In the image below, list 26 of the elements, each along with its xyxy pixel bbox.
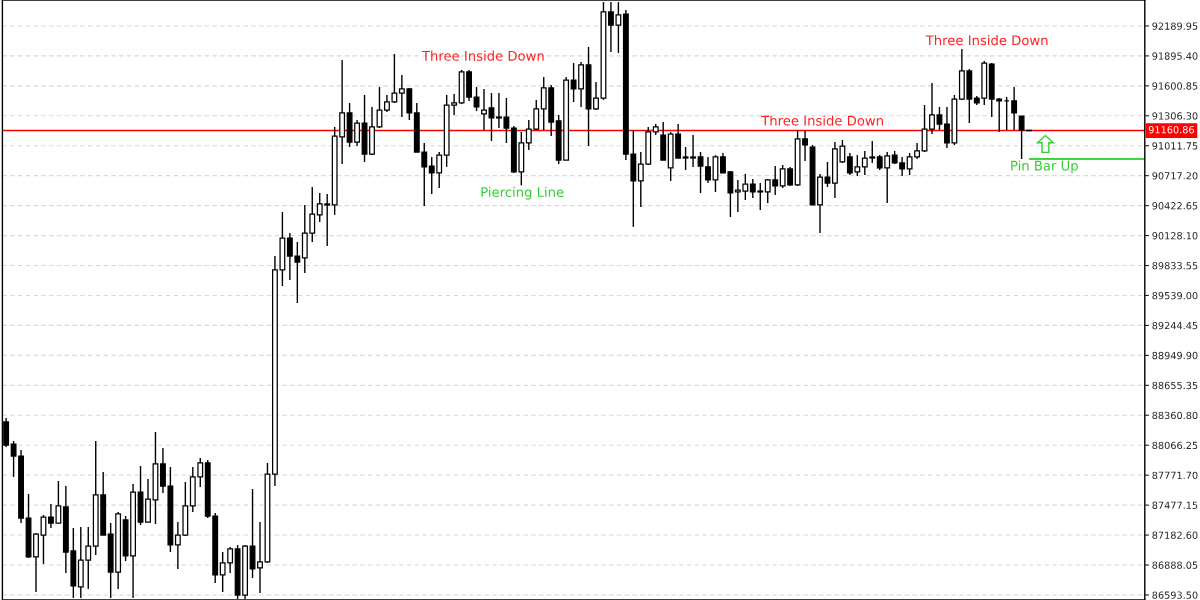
y-tick-label: 91011.75 [1152, 142, 1198, 150]
ref-line-label: 91160.86 [1148, 126, 1194, 134]
y-tick-label: 87771.70 [1152, 471, 1198, 479]
y-tick-label: 89833.55 [1152, 262, 1198, 270]
y-tick-label: 88655.35 [1152, 381, 1198, 390]
y-tick-label: 86593.50 [1152, 591, 1198, 599]
annotation: Three Inside Down [925, 35, 1048, 46]
y-tick-label: 88949.90 [1152, 351, 1198, 360]
y-tick-label: 90422.65 [1152, 202, 1198, 210]
annotation: Piercing Line [481, 186, 564, 200]
y-tick-label: 88066.25 [1152, 441, 1198, 450]
y-tick-label: 89244.45 [1152, 321, 1198, 330]
annotation: Three Inside Down [421, 50, 544, 61]
y-tick-label: 91895.40 [1152, 52, 1198, 60]
y-tick-label: 87477.15 [1152, 501, 1198, 509]
y-tick-label: 87182.60 [1152, 531, 1198, 539]
y-tick-label: 89539.00 [1152, 291, 1198, 300]
y-tick-label: 90717.20 [1152, 172, 1198, 180]
y-tick-label: 86888.05 [1152, 561, 1198, 569]
y-tick-label: 90128.10 [1152, 232, 1198, 240]
y-tick-label: 91306.30 [1152, 112, 1198, 120]
annotation: Pin Bar Up [1011, 160, 1078, 174]
y-tick-label: 92189.95 [1152, 22, 1198, 30]
y-tick-label: 91600.85 [1152, 82, 1198, 90]
annotation: Three Inside Down [761, 115, 883, 126]
y-tick-label: 88360.80 [1152, 411, 1198, 420]
